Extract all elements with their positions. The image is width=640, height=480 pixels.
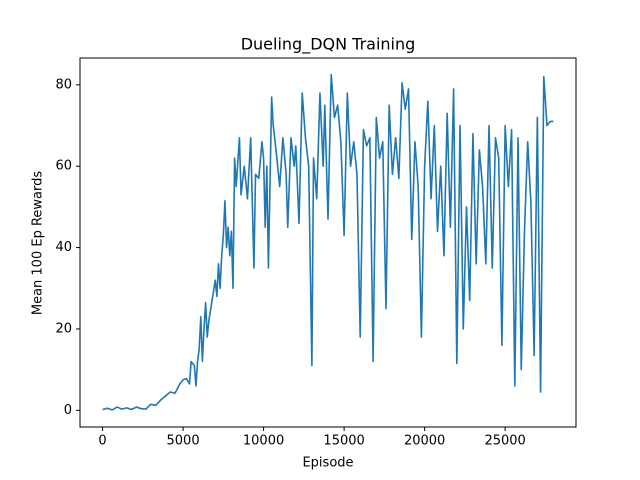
x-tick-label: 10000 <box>243 434 284 449</box>
y-tick-label: 60 <box>55 159 72 174</box>
data-line <box>102 73 554 411</box>
x-axis-label: Episode <box>302 456 353 471</box>
y-tick-label: 40 <box>55 240 72 255</box>
x-tick-label: 25000 <box>484 434 525 449</box>
y-tick-label: 20 <box>55 321 72 336</box>
y-tick-label: 80 <box>55 77 72 92</box>
chart-title: Dueling_DQN Training <box>241 35 416 55</box>
y-tick-label: 0 <box>64 403 72 418</box>
x-tick-label: 15000 <box>323 434 364 449</box>
x-tick-label: 0 <box>98 434 106 449</box>
x-tick-label: 20000 <box>404 434 445 449</box>
y-axis-label: Mean 100 Ep Rewards <box>31 171 46 316</box>
axes-frame <box>79 57 577 428</box>
x-tick-label: 5000 <box>167 434 200 449</box>
